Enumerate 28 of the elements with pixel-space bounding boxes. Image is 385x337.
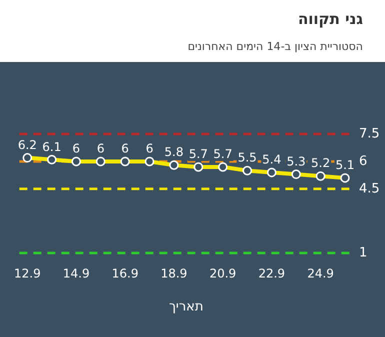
data-label: 5.7 xyxy=(213,147,232,162)
ref-line-label: 7.5 xyxy=(359,126,380,142)
x-tick-label: 22.9 xyxy=(258,266,286,280)
chart-title: גני תקווה xyxy=(298,10,363,28)
data-label: 6 xyxy=(96,142,104,156)
chart-subtitle: הסטוריית הציון ב-14 הימים האחרונים xyxy=(188,40,363,53)
data-label: 5.3 xyxy=(286,154,306,168)
data-label: 6.2 xyxy=(18,138,37,152)
data-label: 5.8 xyxy=(164,145,184,160)
data-label: 6 xyxy=(72,142,80,156)
data-label: 6 xyxy=(146,142,154,156)
data-label: 5.4 xyxy=(262,152,282,167)
data-label: 5.5 xyxy=(238,150,257,165)
ref-line-label: 4.5 xyxy=(359,181,380,196)
x-axis-title: תאריך xyxy=(168,300,204,315)
x-tick-label: 20.9 xyxy=(209,266,236,280)
x-tick-label: 12.9 xyxy=(14,266,41,280)
x-tick-label: 16.9 xyxy=(112,266,138,280)
data-label: 5.1 xyxy=(335,158,355,172)
x-tick-label: 18.9 xyxy=(160,266,188,280)
data-label: 5.7 xyxy=(188,147,208,162)
ref-line-label: 1 xyxy=(359,245,368,260)
data-label: 6.1 xyxy=(42,140,62,154)
x-tick-label: 24.9 xyxy=(307,266,334,280)
ref-line-label: 6 xyxy=(359,154,368,169)
data-label: 5.2 xyxy=(311,156,330,170)
x-tick-label: 14.9 xyxy=(62,266,90,280)
data-label: 6 xyxy=(121,142,129,156)
